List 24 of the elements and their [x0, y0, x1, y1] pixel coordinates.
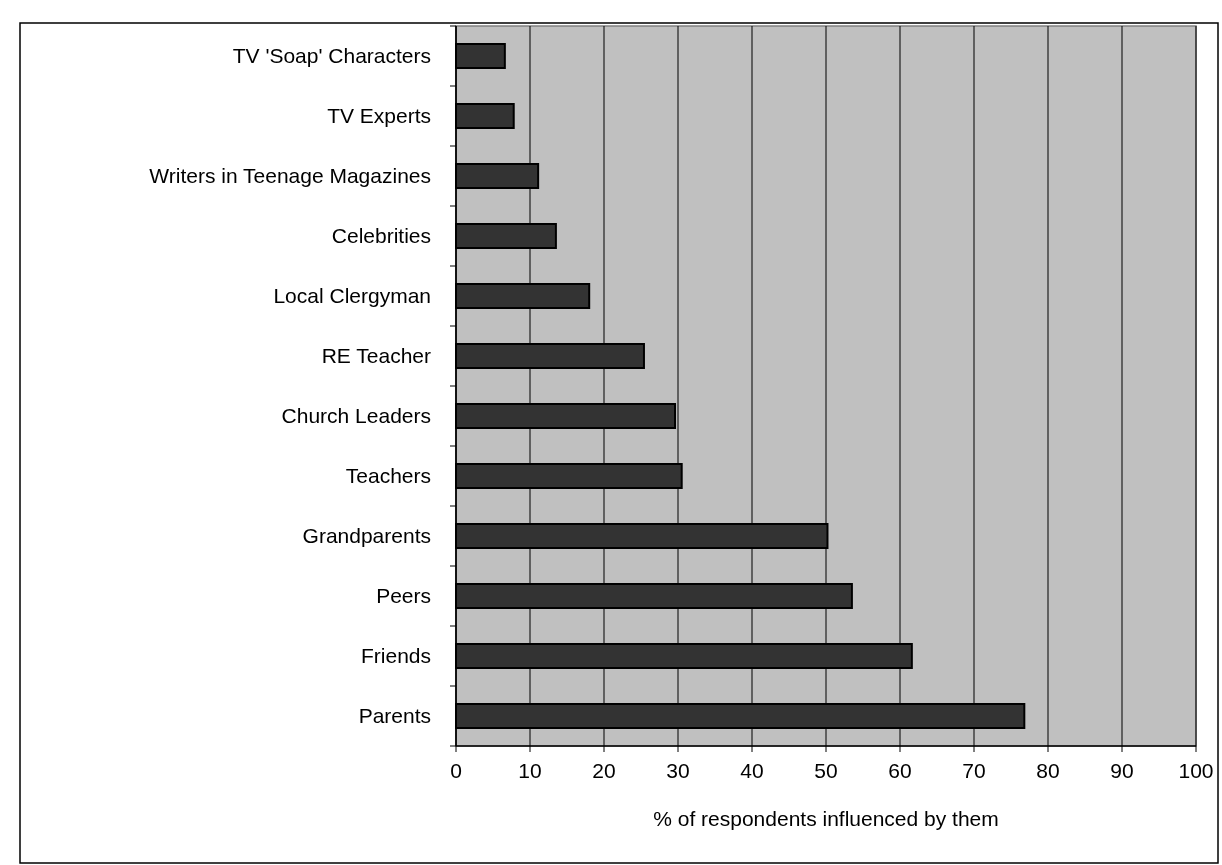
y-tick-label: Writers in Teenage Magazines — [149, 164, 431, 188]
x-tick-label: 70 — [962, 759, 986, 782]
x-tick-label: 100 — [1178, 759, 1214, 782]
y-tick-label: TV 'Soap' Characters — [232, 44, 431, 68]
x-tick-label: 20 — [592, 759, 616, 782]
y-tick-label: TV Experts — [327, 104, 431, 128]
y-tick-label: Celebrities — [331, 224, 431, 248]
x-axis-title: % of respondents influenced by them — [653, 807, 999, 830]
x-tick-label: 10 — [518, 759, 542, 782]
y-tick-label: Local Clergyman — [273, 284, 431, 308]
y-tick-label: Church Leaders — [281, 404, 431, 428]
x-tick-label: 0 — [450, 759, 462, 782]
x-tick-label: 80 — [1036, 759, 1060, 782]
y-tick-label: Parents — [358, 704, 431, 728]
y-tick-label: Teachers — [345, 464, 431, 488]
x-tick-label: 60 — [888, 759, 912, 782]
y-tick-label: Friends — [360, 644, 431, 668]
x-tick-label: 30 — [666, 759, 690, 782]
x-tick-label: 40 — [740, 759, 764, 782]
y-tick-label: Peers — [376, 584, 431, 608]
y-tick-label: Grandparents — [302, 524, 431, 548]
y-tick-label: RE Teacher — [321, 344, 431, 368]
x-tick-label: 90 — [1110, 759, 1134, 782]
x-tick-label: 50 — [814, 759, 838, 782]
